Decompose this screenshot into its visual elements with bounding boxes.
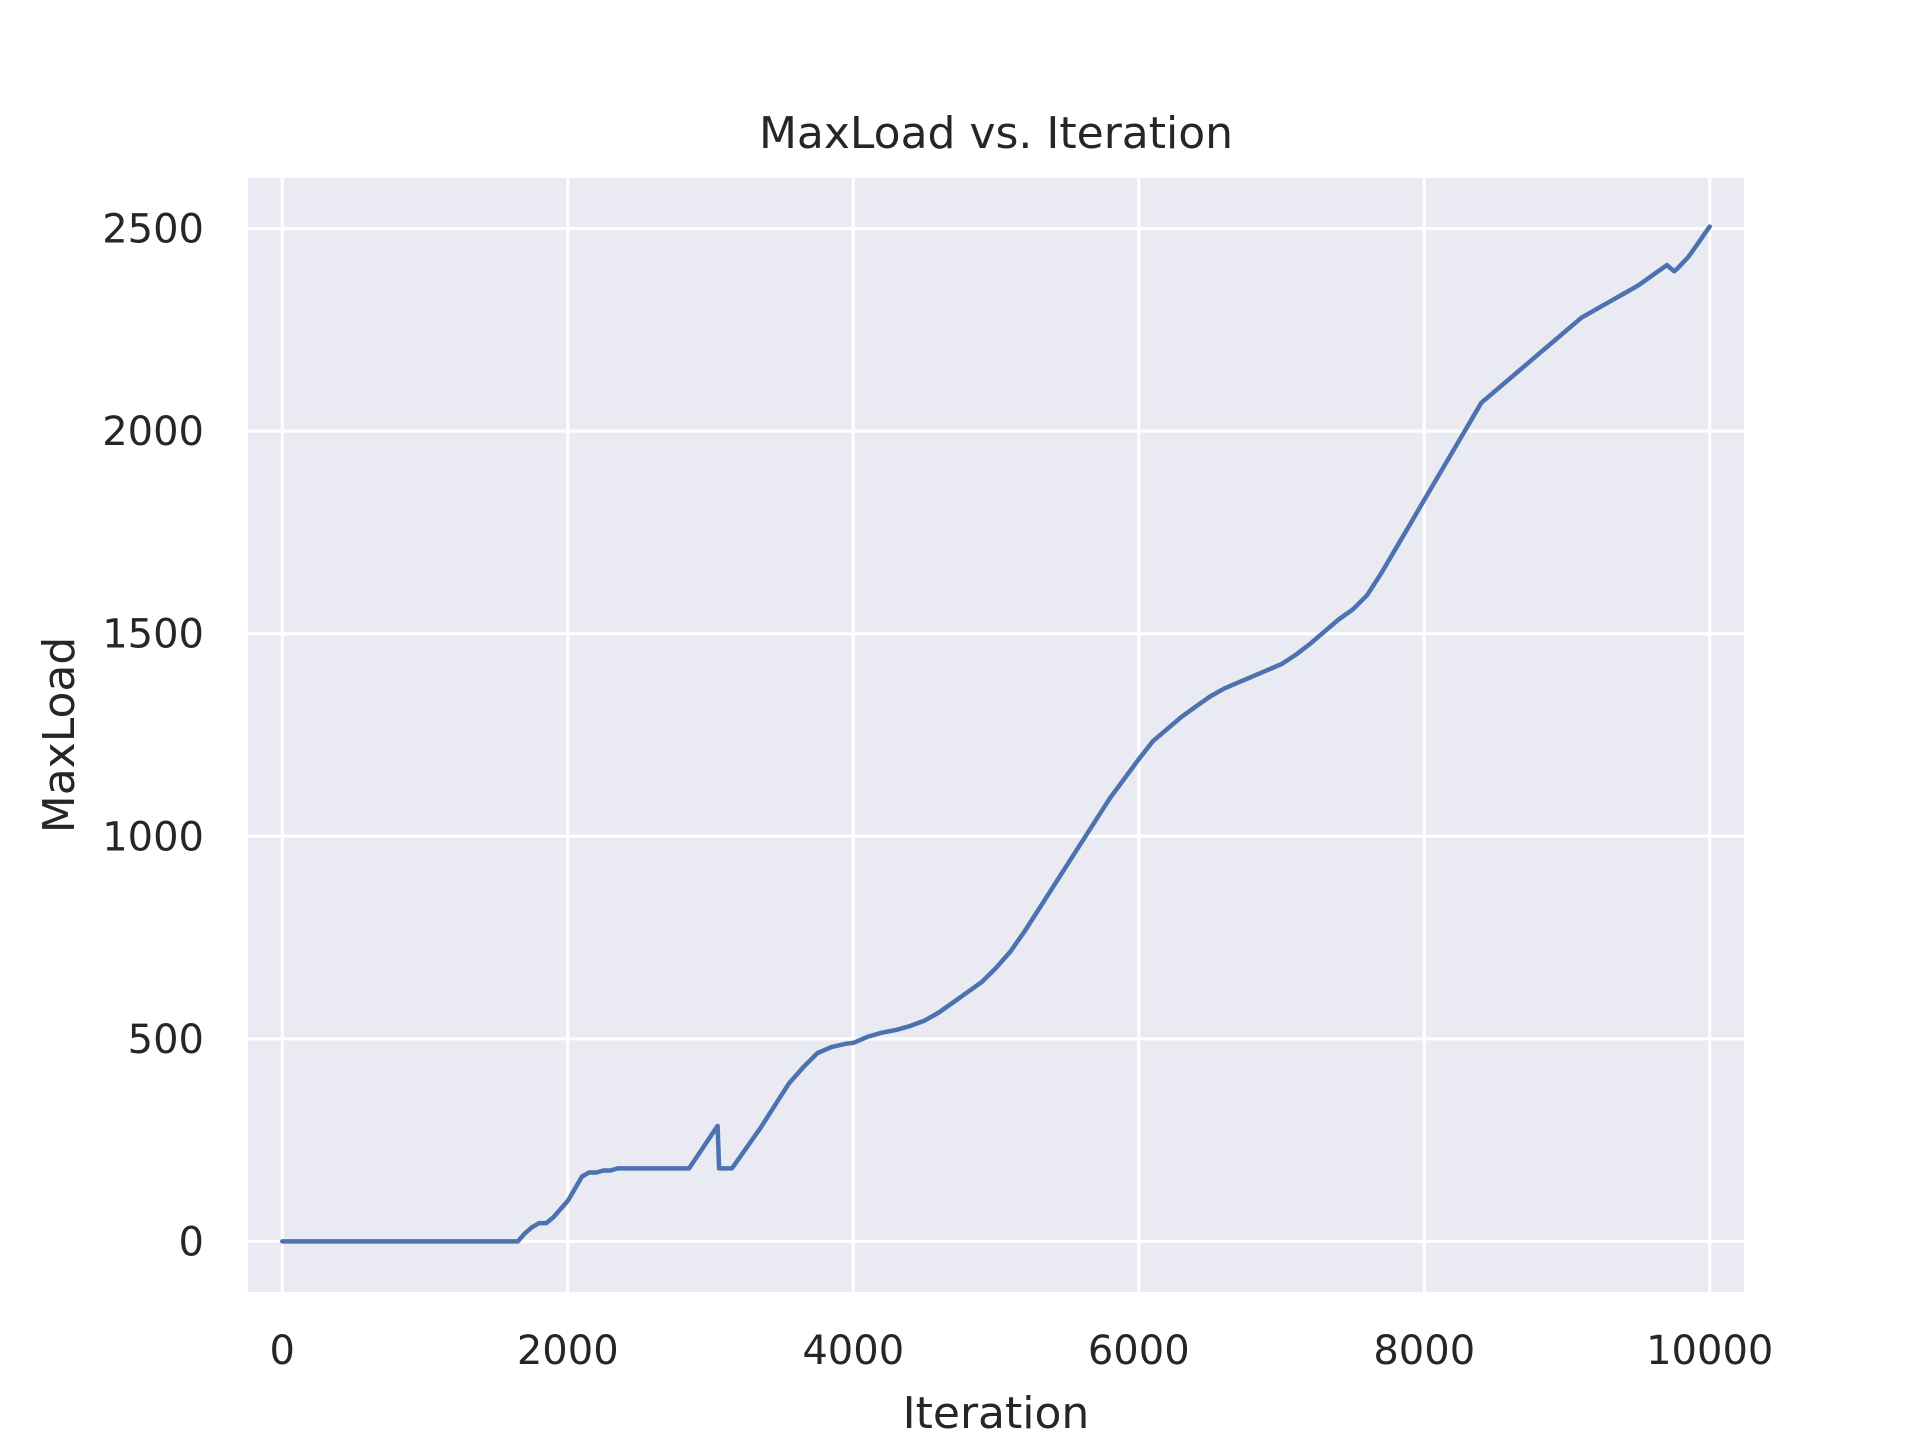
- y-tick-label: 2000: [102, 409, 204, 455]
- y-tick-label: 0: [179, 1219, 204, 1265]
- x-tick-label: 6000: [1088, 1328, 1190, 1374]
- y-tick-label: 1000: [102, 814, 204, 860]
- x-tick-label: 2000: [517, 1328, 619, 1374]
- series-layer: [280, 224, 1712, 1244]
- y-tick-label: 2500: [102, 207, 204, 253]
- chart-title: MaxLoad vs. Iteration: [759, 108, 1233, 159]
- x-tick-label: 8000: [1373, 1328, 1475, 1374]
- series-line: [280, 224, 1712, 1244]
- plot-background: [248, 178, 1744, 1292]
- y-axis-label: MaxLoad: [34, 637, 85, 834]
- y-tick-label: 1500: [102, 612, 204, 658]
- x-tick-label: 10000: [1646, 1328, 1773, 1374]
- x-tick-label: 0: [270, 1328, 295, 1374]
- x-tick-label: 4000: [802, 1328, 904, 1374]
- y-tick-label: 500: [128, 1017, 204, 1063]
- tick-labels: 0 2000 4000 6000 8000 10000 0 500 1000 1500 2000 25…: [102, 207, 1773, 1374]
- x-axis-label: Iteration: [903, 1388, 1090, 1439]
